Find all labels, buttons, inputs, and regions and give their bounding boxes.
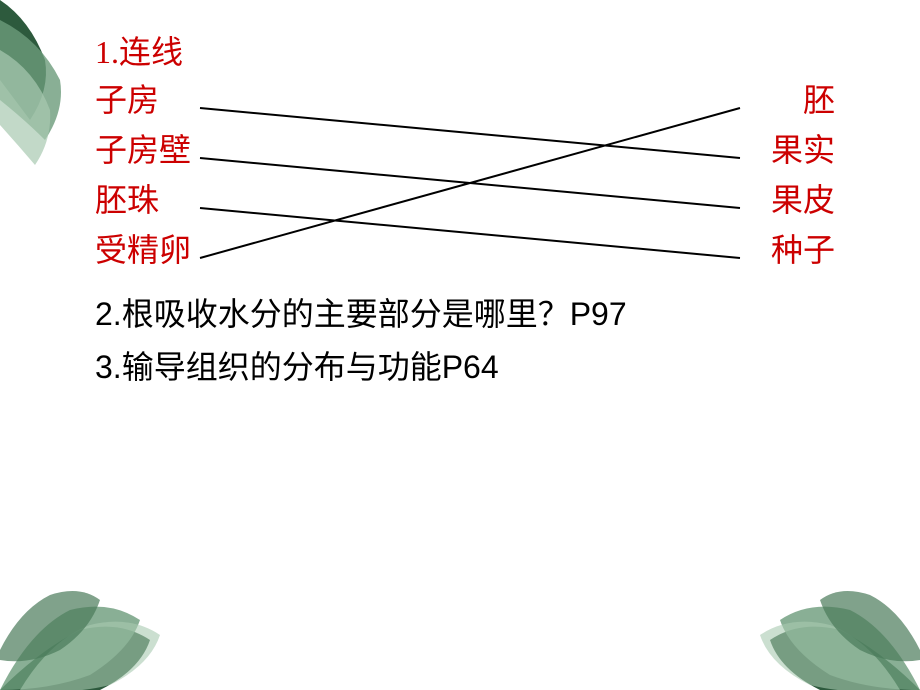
match-left-item: 胚珠 bbox=[95, 175, 195, 225]
exercise-heading: 1.连线 bbox=[95, 30, 855, 75]
leaf-decoration-bottom-left bbox=[0, 510, 200, 690]
match-right-column: 胚 果实 果皮 种子 bbox=[765, 75, 835, 275]
match-left-item: 受精卵 bbox=[95, 225, 195, 275]
match-right-item: 果皮 bbox=[765, 175, 835, 225]
slide-content: 1.连线 子房 子房壁 胚珠 受精卵 胚 果实 果皮 种子 2.根吸收水分的主要… bbox=[95, 30, 855, 391]
match-left-item: 子房 bbox=[95, 75, 195, 125]
question-2: 2.根吸收水分的主要部分是哪里？P97 bbox=[95, 290, 855, 338]
match-left-item: 子房壁 bbox=[95, 125, 195, 175]
match-left-column: 子房 子房壁 胚珠 受精卵 bbox=[95, 75, 195, 275]
match-right-item: 种子 bbox=[765, 225, 835, 275]
match-right-item: 果实 bbox=[765, 125, 835, 175]
question-3: 3.输导组织的分布与功能P64 bbox=[95, 343, 855, 391]
match-right-item: 胚 bbox=[765, 75, 835, 125]
matching-exercise: 子房 子房壁 胚珠 受精卵 胚 果实 果皮 种子 bbox=[95, 75, 835, 285]
leaf-decoration-bottom-right bbox=[740, 490, 920, 690]
matching-lines bbox=[95, 75, 835, 285]
